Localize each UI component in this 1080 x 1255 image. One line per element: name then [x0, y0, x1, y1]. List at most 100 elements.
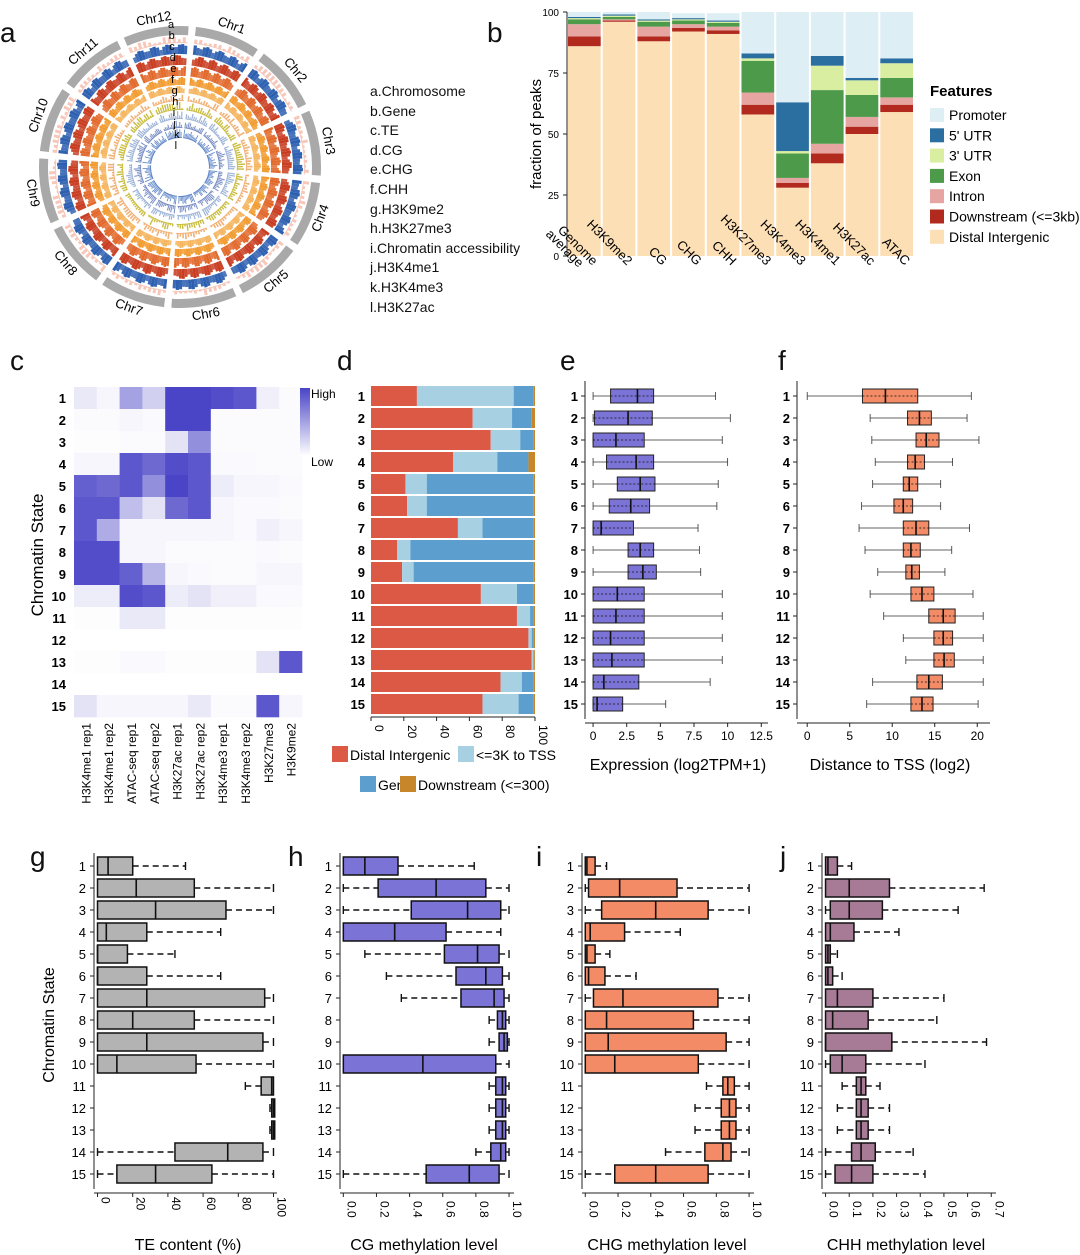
track-segment [273, 99, 283, 107]
track-spike [133, 185, 136, 188]
heatmap-cell [142, 497, 166, 520]
track-spike [166, 222, 170, 230]
track-segment [246, 83, 256, 92]
track-spike [176, 99, 178, 102]
track-segment [245, 243, 255, 253]
track-spike [196, 119, 199, 123]
track-spike [225, 214, 228, 217]
track-spike [135, 138, 140, 143]
track-spike [121, 168, 124, 171]
track-segment [247, 117, 255, 123]
row-label: 3 [567, 903, 574, 918]
track-spike [121, 186, 127, 190]
track-spike [232, 206, 239, 212]
track-segment [66, 206, 76, 213]
track-segment [254, 108, 264, 117]
track-segment [72, 134, 83, 140]
track-segment [224, 245, 232, 255]
track-segment [82, 110, 93, 118]
track-segment [127, 66, 135, 77]
track-spike [186, 107, 189, 111]
x-tick-label: 20 [405, 725, 419, 739]
stacked-bar-segment [880, 104, 913, 113]
track-segment [159, 88, 164, 96]
track-segment [266, 107, 275, 115]
track-spike [194, 191, 197, 195]
track-spike [280, 92, 287, 98]
track-spike [126, 159, 133, 162]
track-segment [190, 239, 194, 247]
track-spike [198, 127, 203, 134]
track-segment [189, 77, 193, 86]
track-segment [219, 271, 226, 281]
track-segment [95, 187, 102, 191]
box [824, 856, 839, 876]
heatmap-cell [256, 453, 280, 476]
box [495, 1076, 507, 1096]
track-segment [153, 82, 158, 89]
stacked-bar-segment [482, 518, 534, 538]
track-spike [147, 154, 153, 158]
heatmap-cell [279, 673, 303, 696]
track-spike [212, 144, 216, 147]
box [584, 1054, 700, 1074]
track-spike [169, 223, 172, 226]
track-spike [205, 109, 211, 117]
row-label: 15 [564, 697, 578, 712]
track-segment [253, 157, 261, 160]
track-segment [239, 106, 247, 113]
track-segment [255, 111, 264, 119]
track-segment [185, 248, 189, 257]
track-segment [69, 176, 79, 181]
track-segment [64, 198, 73, 204]
track-spike [157, 200, 162, 206]
track-segment [260, 120, 270, 127]
track-segment [133, 236, 139, 244]
track-segment [267, 191, 278, 197]
track-segment [176, 268, 180, 277]
track-segment [275, 199, 286, 205]
track-segment [139, 89, 144, 95]
track-spike [142, 212, 147, 217]
legend-item: j.H3K4me1 [370, 259, 440, 276]
track-segment [165, 69, 169, 77]
track-spike [137, 207, 141, 211]
track-segment [113, 61, 122, 72]
track-segment [190, 88, 194, 95]
track-spike [170, 95, 173, 102]
stacked-bar-segment [845, 77, 879, 81]
track-segment [208, 82, 213, 91]
track-segment [219, 228, 226, 236]
track-spike [165, 212, 168, 217]
legend-label: 3' UTR [949, 148, 992, 164]
row-label: 4 [571, 455, 579, 470]
heatmap-cell [96, 607, 120, 630]
track-spike [137, 157, 142, 160]
track-spike [167, 213, 169, 217]
x-tick-label: 100 [274, 1197, 288, 1217]
track-baseline [133, 115, 155, 134]
track-spike [298, 200, 306, 205]
track-segment [252, 202, 261, 209]
track-segment [187, 268, 191, 275]
track-segment [104, 192, 112, 198]
track-segment [183, 248, 187, 256]
track-segment [69, 145, 80, 151]
track-spike [212, 223, 217, 229]
track-segment [265, 238, 274, 247]
track-spike [194, 212, 197, 216]
row-label: 5 [59, 479, 66, 494]
track-spike [133, 115, 137, 119]
track-spike [271, 248, 276, 253]
track-spike [274, 244, 280, 250]
track-segment [175, 279, 180, 290]
track-spike [119, 156, 124, 159]
track-segment [216, 239, 221, 245]
track-segment [210, 84, 215, 92]
track-segment [159, 67, 165, 78]
track-segment [281, 162, 292, 166]
track-spike [236, 165, 243, 168]
track-segment [153, 254, 158, 265]
track-spike [203, 288, 208, 296]
